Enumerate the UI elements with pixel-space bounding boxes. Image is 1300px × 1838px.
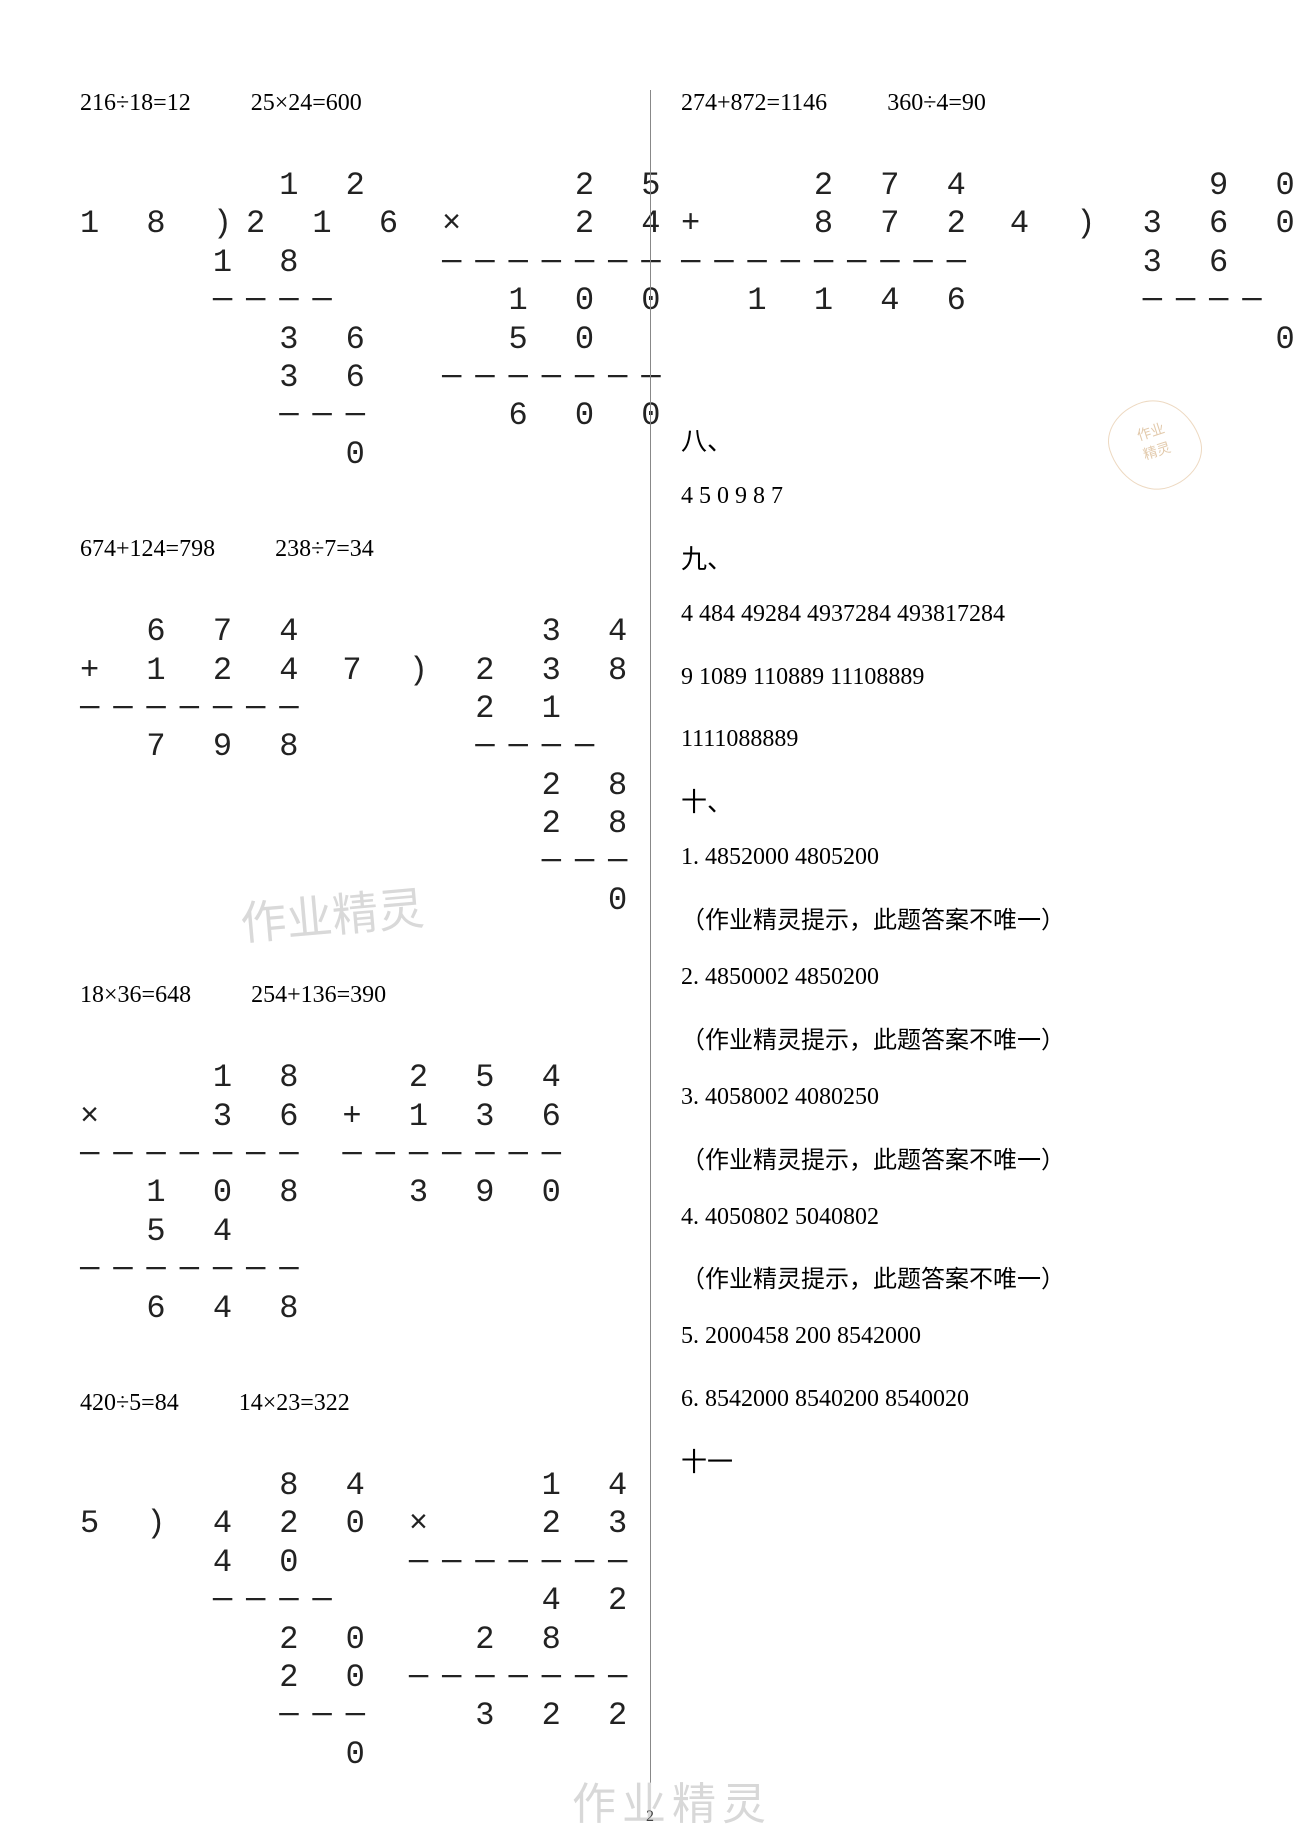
eq-3a: 18×36=648: [80, 982, 191, 1009]
equation-row-3: 18×36=648 254+136=390: [80, 982, 630, 1009]
equation-row-r1: 274+872=1146 360÷4=90: [681, 90, 1220, 117]
eq-r1a: 274+872=1146: [681, 90, 827, 117]
right-column: 274+872=1146 360÷4=90 2 7 4 + 8 7 2 ────…: [650, 90, 1220, 1798]
add-674-124: 6 7 4 + 1 2 4 ─────── 7 9 8: [80, 613, 312, 767]
hint-note-2: （作业精灵提示，此题答案不唯一）: [681, 1020, 1220, 1055]
mult-18-36: 1 8 × 3 6 ─────── 1 0 8 5 4 ─────── 6 4 …: [80, 1059, 312, 1328]
section-10-item5: 5. 2000458 200 8542000: [681, 1316, 1220, 1357]
work-row-4: 8 4 5 ) 4 2 0 4 0 ──── 2 0 2 0 ─── 0 1 4…: [80, 1435, 630, 1806]
mult-14-23: 1 4 × 2 3 ─────── 4 2 2 8 ─────── 3 2 2: [409, 1467, 641, 1736]
section-9-line3: 1111088889: [681, 719, 1220, 760]
equation-row-1: 216÷18=12 25×24=600: [80, 90, 630, 117]
section-9-line2: 9 1089 110889 11108889: [681, 657, 1220, 698]
section-8-answer: 4 5 0 9 8 7: [681, 476, 1220, 517]
add-274-872: 2 7 4 + 8 7 2 ───────── 1 1 4 6: [681, 167, 980, 321]
section-10-item4: 4. 4050802 5040802: [681, 1197, 1220, 1238]
left-column: 216÷18=12 25×24=600 1 2 1 8 )2 1 6 1 8 ─…: [80, 90, 650, 1798]
work-row-r1: 2 7 4 + 8 7 2 ───────── 1 1 4 6 9 0 4 ) …: [681, 135, 1220, 391]
eq-3b: 254+136=390: [251, 982, 386, 1009]
eq-1a: 216÷18=12: [80, 90, 191, 117]
section-9-head: 九、: [681, 539, 1220, 576]
equation-row-4: 420÷5=84 14×23=322: [80, 1390, 630, 1417]
longdiv-360-4: 9 0 4 ) 3 6 0 3 6 ──── 0: [1010, 167, 1300, 359]
hint-note-4: （作业精灵提示，此题答案不唯一）: [681, 1259, 1220, 1294]
longdiv-238-7: 3 4 7 ) 2 3 8 2 1 ──── 2 8 2 8 ─── 0: [342, 613, 641, 920]
work-row-1: 1 2 1 8 )2 1 6 1 8 ──── 3 6 3 6 ─── 0 2 …: [80, 135, 630, 506]
eq-4b: 14×23=322: [239, 1390, 350, 1417]
section-8-head: 八、: [681, 421, 1220, 458]
two-column-layout: 216÷18=12 25×24=600 1 2 1 8 )2 1 6 1 8 ─…: [80, 90, 1220, 1798]
section-10-item3: 3. 4058002 4080250: [681, 1077, 1220, 1118]
hint-note-3: （作业精灵提示，此题答案不唯一）: [681, 1140, 1220, 1175]
mult-25-24: 2 5 × 2 4 ─────── 1 0 0 5 0 ─────── 6 0 …: [442, 167, 674, 436]
section-10-item1: 1. 4852000 4805200: [681, 837, 1220, 878]
longdiv-216-18: 1 2 1 8 )2 1 6 1 8 ──── 3 6 3 6 ─── 0: [80, 167, 412, 474]
hint-note-1: （作业精灵提示，此题答案不唯一）: [681, 900, 1220, 935]
longdiv-420-5: 8 4 5 ) 4 2 0 4 0 ──── 2 0 2 0 ─── 0: [80, 1467, 379, 1774]
eq-r1b: 360÷4=90: [887, 90, 986, 117]
eq-4a: 420÷5=84: [80, 1390, 179, 1417]
work-row-3: 1 8 × 3 6 ─────── 1 0 8 5 4 ─────── 6 4 …: [80, 1027, 630, 1360]
section-10-item2: 2. 4850002 4850200: [681, 957, 1220, 998]
work-row-2: 6 7 4 + 1 2 4 ─────── 7 9 8 3 4 7 ) 2 3 …: [80, 581, 630, 952]
eq-2a: 674+124=798: [80, 536, 215, 563]
page-number: 2: [646, 1808, 654, 1826]
section-9-line1: 4 484 49284 4937284 493817284: [681, 594, 1220, 635]
section-10-item6: 6. 8542000 8540200 8540020: [681, 1379, 1220, 1420]
equation-row-2: 674+124=798 238÷7=34: [80, 536, 630, 563]
eq-1b: 25×24=600: [251, 90, 362, 117]
add-254-136: 2 5 4 + 1 3 6 ─────── 3 9 0: [342, 1059, 574, 1213]
eq-2b: 238÷7=34: [275, 536, 374, 563]
section-10-head: 十、: [681, 782, 1220, 819]
section-11-head: 十一: [681, 1442, 1220, 1479]
